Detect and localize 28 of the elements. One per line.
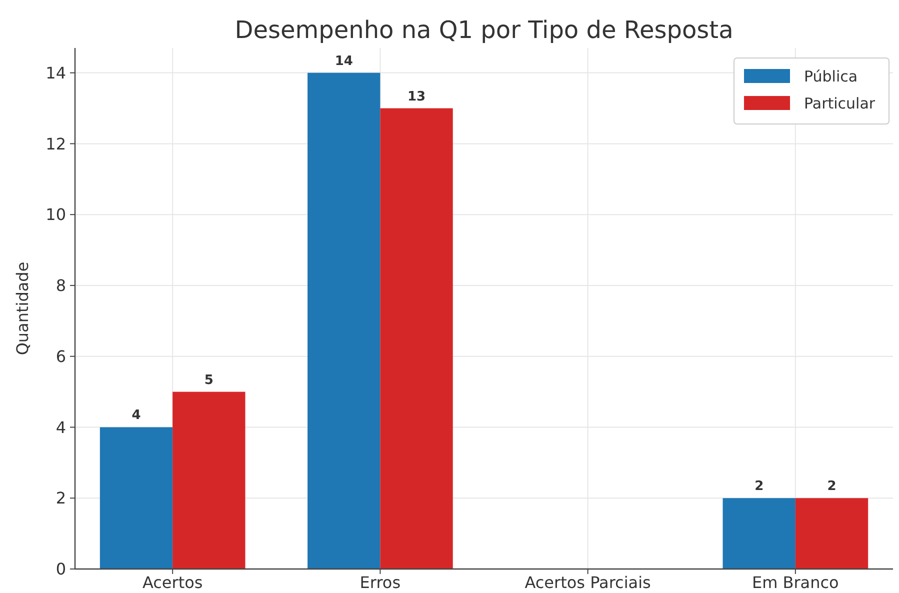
legend-label: Pública <box>804 67 858 86</box>
x-tick-label: Em Branco <box>752 573 839 592</box>
y-tick-label: 8 <box>56 276 66 296</box>
bar <box>100 427 173 569</box>
bar <box>722 498 796 569</box>
chart-title: Desempenho na Q1 por Tipo de Resposta <box>234 16 734 44</box>
x-tick-label: Erros <box>360 573 401 592</box>
bar <box>795 498 868 569</box>
y-tick-label: 2 <box>56 488 66 508</box>
bar <box>308 72 380 569</box>
y-tick-label: 0 <box>56 560 66 579</box>
bar <box>172 392 246 569</box>
y-tick-label: 4 <box>56 418 66 437</box>
y-tick-label: 12 <box>46 134 66 154</box>
data-label: 5 <box>204 372 214 388</box>
y-tick-label: 14 <box>46 63 66 82</box>
x-tick-label: Acertos <box>142 573 203 592</box>
data-label: 14 <box>334 54 353 69</box>
y-tick-label: 6 <box>56 346 66 366</box>
data-label: 13 <box>407 89 426 104</box>
data-label: 2 <box>754 479 764 494</box>
bar <box>380 108 453 569</box>
x-tick-label: Acertos Parciais <box>524 573 651 592</box>
data-label: 4 <box>132 408 141 424</box>
y-axis-title: Quantidade <box>13 262 32 356</box>
data-label: 2 <box>827 479 836 494</box>
legend-label: Particular <box>804 94 876 112</box>
y-tick-label: 10 <box>46 205 66 224</box>
